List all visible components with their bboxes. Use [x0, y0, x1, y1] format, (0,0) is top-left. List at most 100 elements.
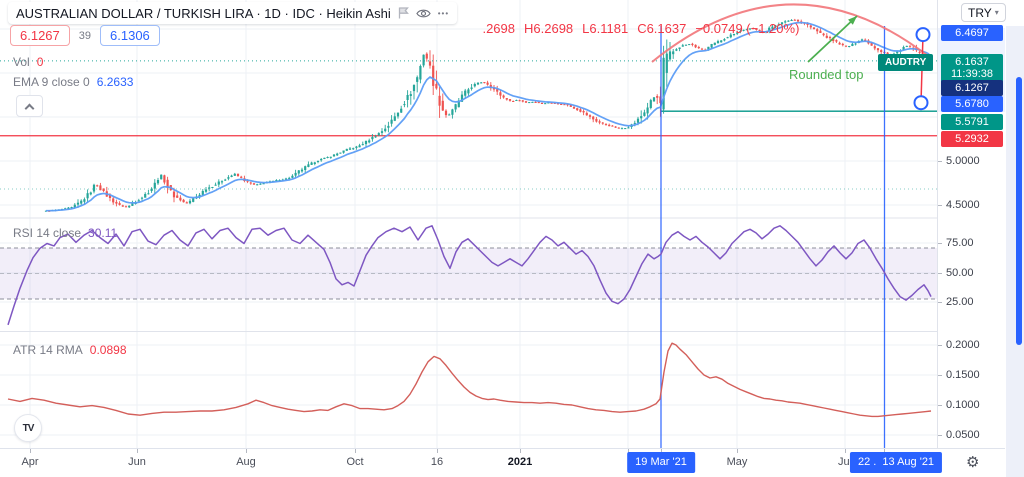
price-axis-tick: [938, 243, 942, 244]
time-axis-tick: [661, 449, 662, 453]
rsi-value: 30.11: [88, 226, 118, 240]
ohlc-high: H6.2698: [524, 21, 574, 36]
sell-button[interactable]: 6.1267: [10, 25, 70, 46]
time-axis-label: Aug: [236, 456, 256, 468]
price-badge: 5.5791: [941, 114, 1003, 130]
volume-value: 0: [36, 55, 44, 69]
time-axis-tick: [884, 449, 885, 453]
price-axis-tick: [938, 405, 942, 406]
time-axis-label: 16: [430, 456, 444, 468]
time-axis-label: Oct: [346, 456, 364, 468]
price-badge-value: 5.6780: [955, 98, 989, 110]
time-axis-tick: [845, 449, 846, 453]
time-axis-label: 2021: [507, 456, 533, 468]
price-axis-label: 25.00: [946, 296, 974, 308]
price-badge: 6.1637 11:39:38: [941, 54, 1003, 84]
currency-toggle-button[interactable]: TRY ▾: [961, 3, 1006, 22]
price-axis-tick: [938, 161, 942, 162]
rsi-line: [7, 225, 932, 326]
time-axis[interactable]: ⚙ Apr Jun Aug Oct 16 2021 May Jul 19 Mar '21 22 .…: [0, 448, 1005, 477]
arc-drawing[interactable]: [651, 3, 929, 63]
time-axis-label: May: [726, 456, 748, 468]
gridlines: [0, 0, 937, 448]
time-axis-tick: [246, 449, 247, 453]
atr-label: ATR 14 RMA: [13, 343, 83, 357]
volume-label: Vol: [13, 55, 30, 69]
price-axis-tick: [938, 273, 942, 274]
currency-label: TRY: [968, 5, 992, 20]
ohlc-close: C6.1637: [637, 21, 687, 36]
ohlc-low: L6.1181: [582, 21, 629, 36]
ema-legend: EMA 9 close 0 6.2633: [13, 75, 133, 89]
price-axis-label: 0.2000: [946, 339, 980, 351]
price-axis-label: 5.0000: [946, 155, 980, 167]
chevron-up-icon: [24, 103, 35, 113]
rounded-top-annotation[interactable]: Rounded top: [789, 67, 864, 82]
price-axis-label: 75.00: [946, 237, 974, 249]
time-axis-tick: [437, 449, 438, 453]
time-axis-label: Apr: [21, 456, 39, 468]
tradingview-logo[interactable]: TV: [14, 414, 42, 442]
price-axis-tick: [938, 375, 942, 376]
eye-icon[interactable]: [415, 8, 431, 19]
volume-legend: Vol 0: [13, 55, 43, 69]
price-axis-label: 50.00: [946, 267, 974, 279]
price-badge: 6.1267: [941, 80, 1003, 96]
trade-panel: 6.1267 39 6.1306: [10, 25, 160, 46]
price-badge-value: 6.1267: [955, 82, 989, 94]
time-axis-tick: [737, 449, 738, 453]
date-badge: 22 . 13 Aug '21: [849, 452, 943, 473]
price-axis-tick: [938, 302, 942, 303]
chart-canvas[interactable]: [0, 0, 1024, 448]
price-badge-value: 5.2932: [955, 133, 989, 145]
price-badge: 5.6780: [941, 96, 1003, 112]
price-axis-label: 0.0500: [946, 429, 980, 441]
rsi-label: RSI 14 close: [13, 226, 82, 240]
price-badge: 5.2932: [941, 131, 1003, 147]
price-axis-tick: [938, 345, 942, 346]
more-options-icon[interactable]: •••: [437, 8, 450, 18]
time-axis-tick: [355, 449, 356, 453]
date-badge: 19 Mar '21: [627, 452, 695, 473]
ema-line: [46, 21, 930, 212]
time-axis-tick: [137, 449, 138, 453]
rsi-legend: RSI 14 close 30.11: [13, 226, 117, 240]
collapse-indicators-button[interactable]: [16, 95, 43, 117]
price-badge-value: 6.1637: [955, 56, 989, 68]
atr-line: [7, 342, 932, 418]
atr-value: 0.0898: [89, 343, 127, 357]
ema-value: 6.2633: [96, 75, 134, 89]
price-axis-label: 0.1000: [946, 399, 980, 411]
time-axis-label: Jun: [128, 456, 146, 468]
price-axis-label: 0.1500: [946, 369, 980, 381]
buy-button[interactable]: 6.1306: [100, 25, 160, 46]
right-sidebar-edge: [1005, 0, 1024, 477]
caret-down-icon: ▾: [994, 8, 999, 17]
price-axis-tick: [938, 205, 942, 206]
price-axis-tick: [938, 435, 942, 436]
time-axis-label: Jul: [837, 456, 853, 468]
symbol-price-flag[interactable]: AUDTRY: [878, 54, 934, 71]
measure-handle-bottom[interactable]: [913, 95, 929, 111]
atr-legend: ATR 14 RMA 0.0898: [13, 343, 127, 357]
time-axis-tick: [520, 449, 521, 453]
price-badge-value: 6.4697: [955, 27, 989, 39]
ohlc-change: −0.0749 (−1.20%): [695, 21, 800, 36]
price-badge: 6.4697: [941, 25, 1003, 41]
sidebar-scrollbar[interactable]: [1016, 77, 1022, 345]
gear-icon[interactable]: ⚙: [966, 454, 980, 471]
price-axis[interactable]: 5.0000 4.5000 75.00 50.00 25.00 0.2000 0.1500 0…: [937, 0, 1006, 448]
price-badge-value: 5.5791: [955, 116, 989, 128]
time-axis-tick: [30, 449, 31, 453]
spread-value: 39: [78, 29, 92, 42]
symbol-header[interactable]: AUSTRALIAN DOLLAR / TURKISH LIRA · 1D · …: [8, 2, 458, 24]
price-axis-label: 4.5000: [946, 199, 980, 211]
time-axis-tick: [628, 449, 629, 453]
measure-handle-top[interactable]: [915, 27, 931, 43]
arrow-head: [848, 16, 857, 25]
arrow-drawing[interactable]: [807, 15, 858, 63]
flag-icon[interactable]: [398, 7, 409, 19]
symbol-title: AUSTRALIAN DOLLAR / TURKISH LIRA · 1D · …: [16, 5, 391, 21]
ohlc-open: .2698: [482, 21, 515, 36]
